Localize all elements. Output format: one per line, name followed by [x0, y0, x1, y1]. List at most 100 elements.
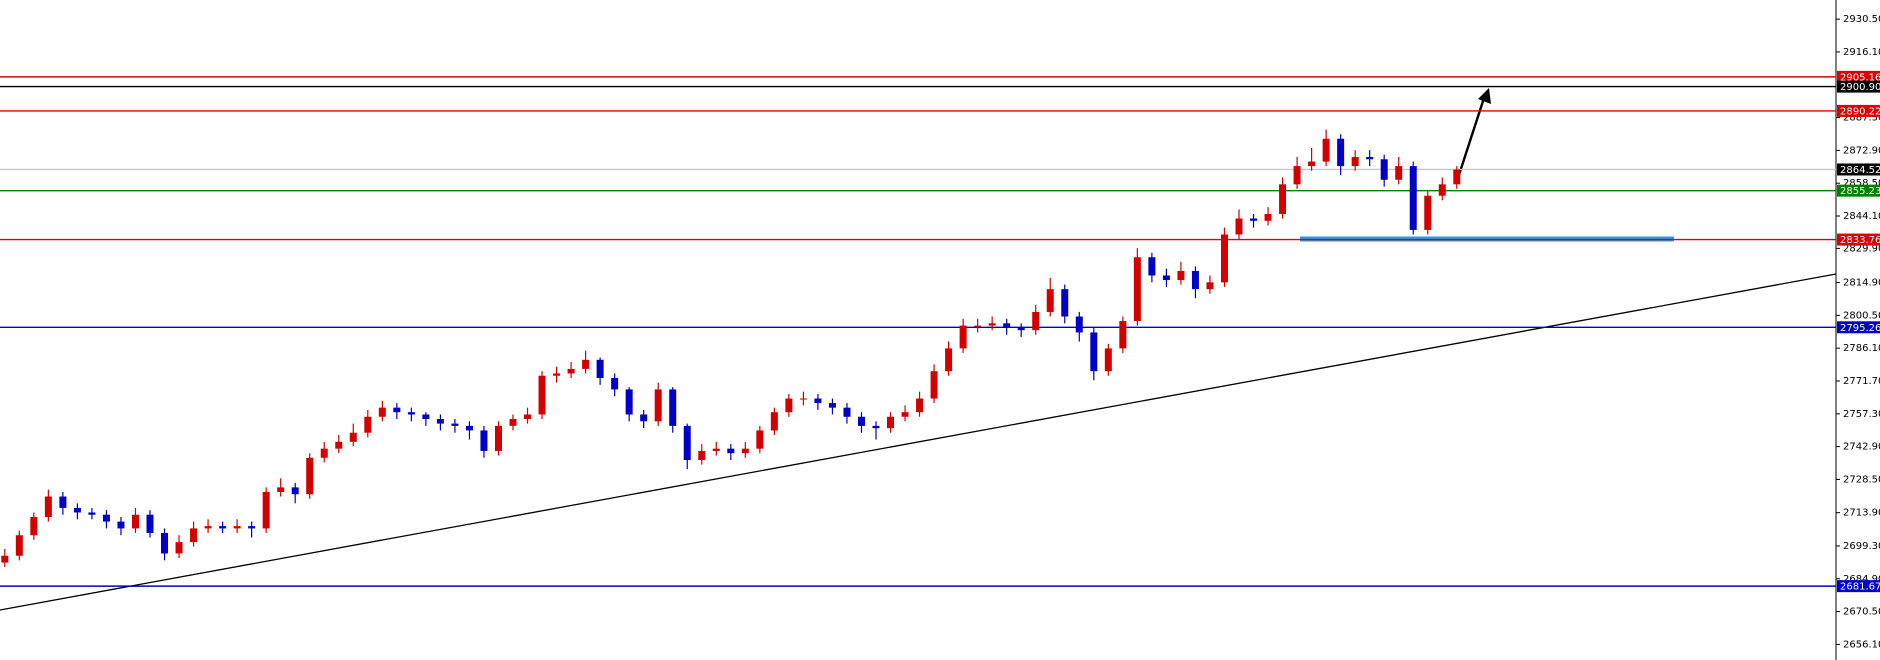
candle-body: [1337, 138, 1345, 167]
candle-body: [611, 378, 619, 390]
candle-body: [1075, 316, 1083, 333]
y-tick-label: 2844.10: [1843, 211, 1880, 222]
candle-body: [306, 457, 314, 495]
marks: 2930.50 2916.10 2887.30 2872.90 2858.50 2844.…: [1, 14, 1880, 650]
level-label-box: [1837, 163, 1880, 176]
candle-body: [945, 348, 953, 372]
candle-body: [465, 425, 473, 431]
candle-body: [916, 398, 924, 413]
candle-body: [451, 423, 459, 426]
candle-body: [959, 325, 967, 349]
y-tick-label: 2858.50: [1843, 178, 1880, 189]
candle-body: [582, 359, 590, 369]
candle-body: [1017, 327, 1025, 331]
candle-body: [349, 432, 357, 442]
candle-body: [1, 555, 9, 563]
candle-body: [509, 419, 517, 426]
candle-body: [640, 414, 648, 422]
level-label: 2905.16: [1840, 72, 1880, 83]
candle-body: [1104, 348, 1112, 372]
candle-body: [1264, 213, 1272, 221]
y-tick-label: 2872.90: [1843, 145, 1880, 156]
level-label-box: [1837, 233, 1880, 246]
candle-body: [553, 373, 561, 376]
y-tick-label: 2814.90: [1843, 278, 1880, 289]
candle-body: [30, 517, 38, 536]
candle-body: [1308, 161, 1316, 167]
candle-body: [1250, 218, 1258, 221]
candle-body: [233, 526, 241, 529]
candle-body: [73, 507, 81, 513]
y-tick-label: 2771.70: [1843, 376, 1880, 387]
candle-body: [1220, 234, 1228, 283]
candle-body: [887, 416, 895, 429]
y-tick-label: 2887.30: [1843, 113, 1880, 124]
candle-body: [625, 389, 633, 415]
candle-body: [698, 450, 706, 461]
candle-body: [596, 359, 604, 379]
level-label-box: [1837, 321, 1880, 334]
candle-body: [1061, 289, 1069, 317]
candle-body: [843, 407, 851, 417]
candle-body: [1046, 289, 1054, 312]
candle-body: [1090, 332, 1098, 372]
level-label: 2795.26: [1840, 323, 1880, 334]
y-tick-label: 2829.90: [1843, 243, 1880, 254]
candle-body: [538, 375, 546, 415]
candle-body: [248, 526, 256, 529]
candle-body: [799, 398, 807, 400]
level-label: 2900.90: [1840, 82, 1880, 93]
candle-body: [814, 398, 822, 404]
levels: [0, 76, 1836, 587]
candle-body: [1206, 282, 1214, 290]
candle-body: [654, 389, 662, 422]
candle-body: [1003, 323, 1011, 328]
candle-body: [393, 407, 401, 413]
candle-body: [1453, 169, 1461, 185]
level-label: 2855.23: [1840, 186, 1880, 197]
y-tick-label: 2728.50: [1843, 474, 1880, 485]
candle-body: [1177, 270, 1185, 281]
candle-body: [683, 425, 691, 461]
candle-body: [1438, 184, 1446, 196]
candle-body: [727, 448, 735, 454]
candle-body: [1148, 257, 1156, 276]
candle-body: [1380, 159, 1388, 180]
candle-body: [335, 441, 343, 449]
level-label-box: [1837, 80, 1880, 93]
candle-body: [480, 430, 488, 451]
candle-body: [102, 514, 110, 522]
level-label: 2681.67: [1840, 582, 1880, 593]
candle-body: [1032, 311, 1040, 331]
y-tick-label: 2742.90: [1843, 442, 1880, 453]
candle-body: [175, 542, 183, 554]
candle-body: [1191, 270, 1199, 290]
candle-body: [974, 325, 982, 327]
candle-body: [204, 526, 212, 529]
candle-body: [988, 323, 996, 326]
candle-body: [1366, 156, 1374, 160]
y-tick-label: 2713.90: [1843, 508, 1880, 519]
candle-body: [44, 496, 52, 518]
candle-body: [190, 528, 198, 543]
level-label: 2833.76: [1840, 235, 1880, 246]
candle-body: [828, 403, 836, 408]
trendline: [0, 273, 1837, 611]
y-tick-label: 2670.50: [1843, 607, 1880, 618]
candle-body: [436, 419, 444, 424]
y-tick-label: 2916.10: [1843, 47, 1880, 58]
candle-body: [1279, 184, 1287, 214]
candle-body: [741, 448, 749, 454]
candle-body: [422, 414, 430, 420]
candle-body: [756, 430, 764, 449]
level-label-box: [1837, 184, 1880, 197]
candle-body: [262, 491, 270, 529]
y-tick-label: 2699.30: [1843, 541, 1880, 552]
y-tick-label: 2800.50: [1843, 310, 1880, 321]
candle-body: [146, 514, 154, 533]
candle-body: [1235, 218, 1243, 235]
candle-body: [161, 532, 169, 554]
